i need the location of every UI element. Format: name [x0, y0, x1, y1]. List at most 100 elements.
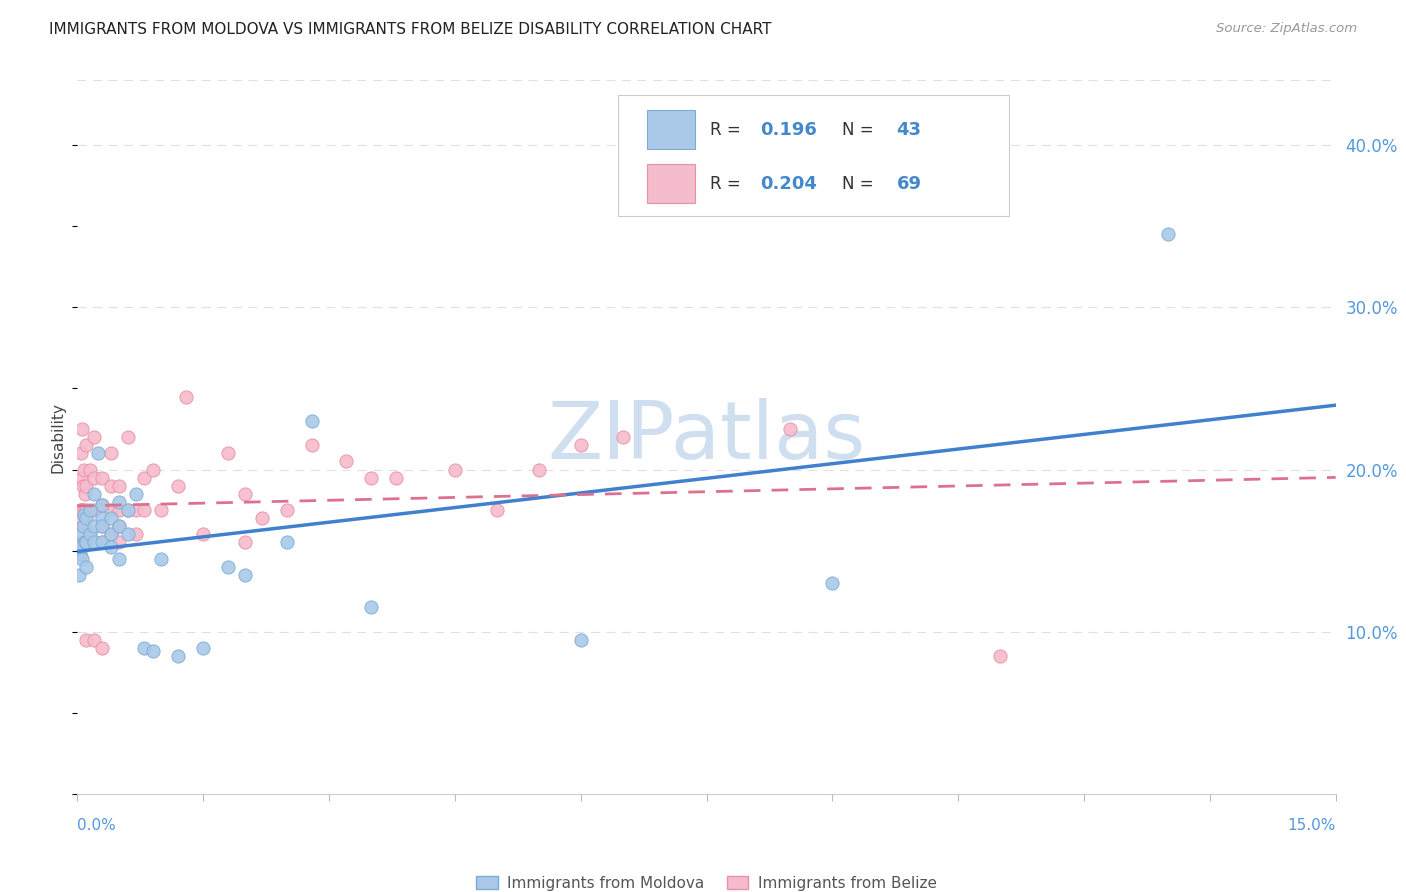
- Point: [1157, 227, 1180, 242]
- Point: [79, 527, 101, 541]
- Point: [167, 648, 190, 663]
- Point: [100, 446, 122, 460]
- FancyBboxPatch shape: [619, 95, 1008, 216]
- Text: 43: 43: [897, 120, 921, 138]
- Point: [233, 487, 256, 501]
- Point: [73, 535, 96, 549]
- Point: [91, 519, 114, 533]
- Point: [134, 503, 156, 517]
- Point: [117, 430, 139, 444]
- Point: [360, 470, 382, 484]
- Point: [527, 462, 550, 476]
- Point: [75, 559, 97, 574]
- Point: [385, 470, 408, 484]
- Point: [108, 479, 131, 493]
- Text: ZIPatlas: ZIPatlas: [547, 398, 866, 476]
- Point: [100, 479, 122, 493]
- Text: 15.0%: 15.0%: [1288, 818, 1336, 832]
- Point: [72, 519, 94, 533]
- Legend: Immigrants from Moldova, Immigrants from Belize: Immigrants from Moldova, Immigrants from…: [470, 870, 943, 892]
- Text: R =: R =: [710, 120, 747, 138]
- Point: [69, 503, 91, 517]
- Point: [73, 535, 96, 549]
- Point: [72, 422, 94, 436]
- Point: [150, 503, 173, 517]
- Text: 0.196: 0.196: [761, 120, 817, 138]
- Point: [100, 527, 122, 541]
- Point: [125, 487, 148, 501]
- Point: [72, 503, 94, 517]
- Bar: [647, 110, 695, 149]
- Point: [79, 503, 101, 517]
- Point: [75, 632, 97, 647]
- Point: [67, 543, 90, 558]
- Point: [142, 462, 165, 476]
- Text: N =: N =: [842, 120, 879, 138]
- Point: [250, 511, 273, 525]
- Point: [233, 568, 256, 582]
- Point: [108, 551, 131, 566]
- Point: [150, 551, 173, 566]
- Y-axis label: Disability: Disability: [51, 401, 66, 473]
- Point: [83, 470, 105, 484]
- Point: [83, 535, 105, 549]
- Point: [73, 503, 96, 517]
- Point: [217, 446, 239, 460]
- Point: [70, 527, 93, 541]
- Point: [83, 430, 105, 444]
- Point: [108, 535, 131, 549]
- Point: [360, 600, 382, 615]
- Point: [125, 503, 148, 517]
- Point: [69, 503, 91, 517]
- Point: [444, 462, 467, 476]
- Point: [75, 503, 97, 517]
- Point: [91, 498, 114, 512]
- Point: [100, 511, 122, 525]
- Point: [821, 576, 844, 591]
- Point: [91, 519, 114, 533]
- Point: [134, 640, 156, 655]
- Text: 0.204: 0.204: [761, 175, 817, 193]
- Point: [217, 559, 239, 574]
- Point: [75, 511, 97, 525]
- Point: [72, 519, 94, 533]
- Point: [117, 527, 139, 541]
- Point: [91, 535, 114, 549]
- Point: [91, 470, 114, 484]
- Point: [67, 547, 90, 561]
- Point: [73, 508, 96, 522]
- Point: [73, 462, 96, 476]
- Point: [70, 470, 93, 484]
- Point: [335, 454, 357, 468]
- Point: [70, 535, 93, 549]
- Point: [191, 640, 215, 655]
- Point: [83, 487, 105, 501]
- Point: [612, 430, 634, 444]
- Point: [75, 535, 97, 549]
- Point: [72, 479, 94, 493]
- Bar: [647, 164, 695, 203]
- Point: [70, 503, 93, 517]
- Point: [69, 446, 91, 460]
- Point: [301, 414, 323, 428]
- Point: [134, 470, 156, 484]
- Point: [73, 519, 96, 533]
- Point: [301, 438, 323, 452]
- Text: Source: ZipAtlas.com: Source: ZipAtlas.com: [1216, 22, 1357, 36]
- Text: N =: N =: [842, 175, 879, 193]
- Point: [72, 551, 94, 566]
- Point: [87, 446, 110, 460]
- Text: IMMIGRANTS FROM MOLDOVA VS IMMIGRANTS FROM BELIZE DISABILITY CORRELATION CHART: IMMIGRANTS FROM MOLDOVA VS IMMIGRANTS FR…: [49, 22, 772, 37]
- Point: [569, 632, 592, 647]
- Text: 0.0%: 0.0%: [77, 818, 117, 832]
- Point: [79, 527, 101, 541]
- Point: [117, 503, 139, 517]
- Point: [125, 527, 148, 541]
- Point: [75, 479, 97, 493]
- Point: [191, 527, 215, 541]
- Point: [100, 527, 122, 541]
- Point: [69, 541, 91, 555]
- Point: [108, 495, 131, 509]
- Point: [91, 511, 114, 525]
- Point: [176, 390, 198, 404]
